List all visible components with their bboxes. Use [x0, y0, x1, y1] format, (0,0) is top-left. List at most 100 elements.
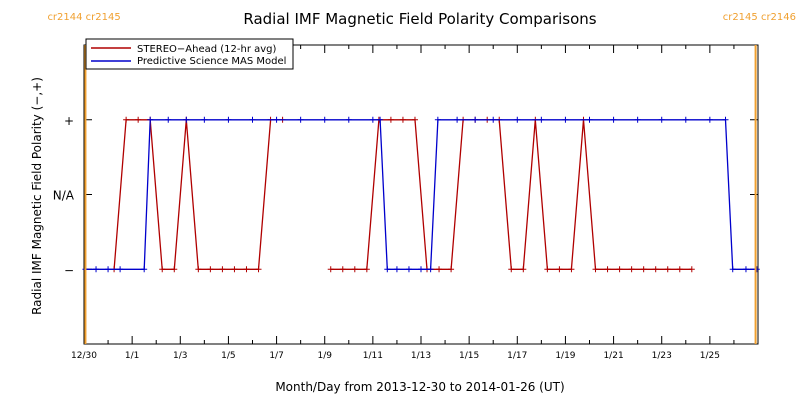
- carrington-label: cr2145 cr2146: [723, 12, 796, 23]
- data-point: [490, 116, 497, 123]
- carrington-label: cr2144 cr2145: [47, 12, 120, 23]
- data-point: [628, 266, 635, 273]
- data-point: [207, 266, 214, 273]
- x-tick-label: 1/19: [555, 351, 575, 361]
- data-point: [405, 266, 412, 273]
- x-tick-label: 1/5: [221, 351, 235, 361]
- carrington-markers: cr2144 cr2145 cr2145 cr2146: [47, 12, 796, 344]
- data-point: [141, 266, 148, 273]
- data-point: [351, 266, 358, 273]
- x-tick-label: 1/9: [317, 351, 332, 361]
- data-point: [592, 266, 599, 273]
- data-point: [434, 116, 441, 123]
- data-point: [123, 116, 130, 123]
- data-point: [171, 266, 178, 273]
- data-point: [610, 116, 617, 123]
- data-point: [399, 116, 406, 123]
- legend: STEREO−Ahead (12-hr avg) Predictive Scie…: [85, 38, 294, 70]
- series-mas-model: [82, 116, 760, 273]
- data-point: [195, 266, 202, 273]
- data-point: [514, 116, 521, 123]
- x-tick-label: 1/3: [173, 351, 187, 361]
- y-axis-label: Radial IMF Magnetic Field Polarity (−,+): [30, 77, 44, 315]
- data-point: [363, 266, 370, 273]
- data-point: [377, 116, 384, 123]
- data-point: [393, 266, 400, 273]
- data-point: [538, 116, 545, 123]
- data-point: [387, 116, 394, 123]
- series-stereo-ahead: [111, 116, 695, 273]
- data-point: [472, 116, 479, 123]
- data-point: [159, 266, 166, 273]
- data-point: [682, 116, 689, 123]
- data-point: [339, 266, 346, 273]
- data-point: [93, 266, 100, 273]
- axes-layer: − N/A +12/30 1/1 1/3 1/5 1/7 1/9 1/11 1/13 1/15 1/1…: [53, 44, 759, 361]
- data-point: [658, 116, 665, 123]
- x-tick-label: 1/25: [700, 351, 720, 361]
- data-point: [225, 116, 232, 123]
- data-point: [640, 266, 647, 273]
- data-point: [165, 116, 172, 123]
- data-point: [297, 116, 304, 123]
- x-tick-label: 1/11: [363, 351, 383, 361]
- legend-label-stereo: STEREO−Ahead (12-hr avg): [137, 44, 277, 55]
- data-point: [544, 266, 551, 273]
- data-point: [384, 266, 391, 273]
- y-tick-label: −: [64, 263, 74, 277]
- data-point: [454, 116, 461, 123]
- data-point: [652, 266, 659, 273]
- data-point: [604, 266, 611, 273]
- data-point: [568, 266, 575, 273]
- data-point: [255, 266, 262, 273]
- data-point: [448, 266, 455, 273]
- x-tick-label: 1/21: [603, 351, 623, 361]
- data-point: [722, 116, 729, 123]
- data-point: [742, 266, 749, 273]
- data-point: [249, 116, 256, 123]
- x-tick-label: 12/30: [71, 351, 97, 361]
- data-point: [418, 266, 424, 273]
- data-point: [243, 266, 250, 273]
- data-point: [688, 266, 695, 273]
- x-tick-label: 1/17: [507, 351, 527, 361]
- data-point: [105, 266, 112, 273]
- data-point: [231, 266, 238, 273]
- x-tick-label: 1/7: [269, 351, 283, 361]
- data-point: [183, 116, 190, 123]
- series-layer: [82, 116, 760, 273]
- y-tick-label: +: [64, 114, 74, 128]
- data-point: [147, 116, 154, 123]
- data-point: [508, 266, 515, 273]
- data-point: [117, 266, 124, 273]
- x-tick-label: 1/13: [411, 351, 431, 361]
- data-point: [562, 116, 569, 123]
- legend-label-model: Predictive Science MAS Model: [137, 56, 286, 67]
- x-tick-label: 1/23: [652, 351, 672, 361]
- chart-title: Radial IMF Magnetic Field Polarity Compa…: [243, 10, 596, 28]
- data-point: [219, 266, 226, 273]
- data-point: [634, 116, 641, 123]
- data-point: [436, 266, 443, 273]
- data-point: [586, 116, 593, 123]
- data-point: [321, 116, 328, 123]
- data-point: [369, 116, 376, 123]
- data-point: [345, 116, 352, 123]
- x-tick-label: 1/1: [125, 351, 139, 361]
- data-point: [556, 266, 563, 273]
- series-line: [330, 119, 692, 270]
- x-axis-label: Month/Day from 2013-12-30 to 2014-01-26 …: [275, 380, 564, 394]
- data-point: [676, 266, 683, 273]
- legend-box: [85, 38, 294, 70]
- data-point: [616, 266, 623, 273]
- data-point: [427, 266, 434, 273]
- y-tick-label: N/A: [53, 189, 75, 203]
- data-point: [201, 116, 208, 123]
- data-point: [135, 116, 142, 123]
- data-point: [411, 116, 418, 123]
- x-tick-label: 1/15: [459, 351, 479, 361]
- data-point: [327, 266, 334, 273]
- data-point: [706, 116, 713, 123]
- data-point: [520, 266, 527, 273]
